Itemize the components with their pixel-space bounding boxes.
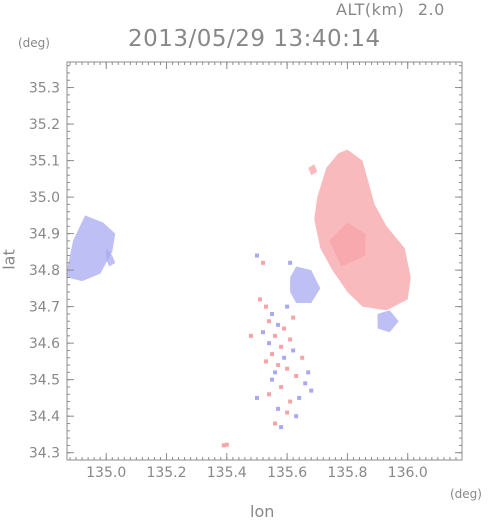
echo-point-positive <box>285 410 290 415</box>
echo-point-positive <box>294 374 299 379</box>
y-tick-label: 34.7 <box>29 300 60 316</box>
echo-region-positive <box>329 222 366 267</box>
echo-point-positive <box>221 443 226 448</box>
echo-point-negative <box>279 425 284 430</box>
y-tick-label: 35.3 <box>29 81 60 97</box>
echo-point-positive <box>273 421 278 426</box>
echo-region-negative <box>67 215 116 282</box>
echo-point-positive <box>264 359 269 364</box>
echo-point-negative <box>309 388 314 393</box>
y-tick-label: 35.0 <box>29 190 60 206</box>
y-tick-label: 34.3 <box>29 446 60 462</box>
echo-point-positive <box>224 442 229 447</box>
echo-point-positive <box>279 344 284 349</box>
echo-point-negative <box>260 330 265 335</box>
echo-region-negative <box>377 310 399 333</box>
echo-point-positive <box>291 315 296 320</box>
echo-point-negative <box>270 377 275 382</box>
echo-point-positive <box>279 384 284 389</box>
echo-point-positive <box>288 399 293 404</box>
echo-point-negative <box>294 414 299 419</box>
echo-point-negative <box>273 370 278 375</box>
lat-unit: (deg) <box>18 36 50 50</box>
echo-point-positive <box>270 352 275 357</box>
y-tick-label: 35.1 <box>29 154 60 170</box>
echo-point-positive <box>260 260 265 265</box>
echo-point-positive <box>264 304 269 309</box>
echo-point-negative <box>297 395 302 400</box>
echo-point-negative <box>276 406 281 411</box>
echo-point-negative <box>276 322 281 327</box>
echo-point-positive <box>282 326 287 331</box>
echo-point-negative <box>267 341 272 346</box>
echo-point-negative <box>254 253 259 258</box>
x-tick-label: 136.0 <box>388 465 428 481</box>
echo-regions <box>67 149 411 333</box>
x-tick-label: 135.8 <box>327 465 367 481</box>
lon-unit: (deg) <box>450 487 482 501</box>
y-tick-label: 34.5 <box>29 373 60 389</box>
x-tick-label: 135.6 <box>267 465 307 481</box>
echo-point-negative <box>288 260 293 265</box>
echo-point-positive <box>257 297 262 302</box>
echo-point-negative <box>270 311 275 316</box>
echo-point-positive <box>276 363 281 368</box>
echo-region-positive <box>314 149 411 311</box>
timestamp: 2013/05/29 13:40:14 <box>128 26 381 52</box>
plot-frame <box>66 61 463 461</box>
x-axis-label: lon <box>250 502 275 521</box>
echo-point-negative <box>285 304 290 309</box>
axis-ticks: 135.0 135.2 135.4 135.6 135.8 136.0 34.3 34.4 34… <box>29 62 463 481</box>
echo-region-negative <box>290 266 321 303</box>
echo-region-negative <box>106 248 116 267</box>
y-tick-label: 34.6 <box>29 336 60 352</box>
y-tick-label: 34.9 <box>29 227 60 243</box>
echo-point-positive <box>273 333 278 338</box>
x-tick-label: 135.2 <box>146 465 186 481</box>
echo-point-positive <box>248 333 253 338</box>
echo-points <box>221 253 314 448</box>
echo-point-negative <box>254 395 259 400</box>
echo-point-positive <box>300 355 305 360</box>
y-tick-label: 34.8 <box>29 263 60 279</box>
echo-point-negative <box>303 381 308 386</box>
echo-point-negative <box>282 355 287 360</box>
echo-point-negative <box>306 370 311 375</box>
echo-region-positive <box>308 164 318 176</box>
echo-point-positive <box>267 319 272 324</box>
echo-point-negative <box>291 348 296 353</box>
altitude-value: 2.0 <box>417 0 445 19</box>
y-tick-label: 34.4 <box>29 409 60 425</box>
x-tick-label: 135.4 <box>207 465 247 481</box>
echo-point-positive <box>267 392 272 397</box>
altitude-label-text: ALT(km) <box>336 0 405 19</box>
altitude-label: ALT(km) 2.0 <box>336 0 445 19</box>
y-tick-label: 35.2 <box>29 117 60 133</box>
echo-point-positive <box>285 366 290 371</box>
x-tick-label: 135.0 <box>86 465 126 481</box>
echo-point-positive <box>288 337 293 342</box>
